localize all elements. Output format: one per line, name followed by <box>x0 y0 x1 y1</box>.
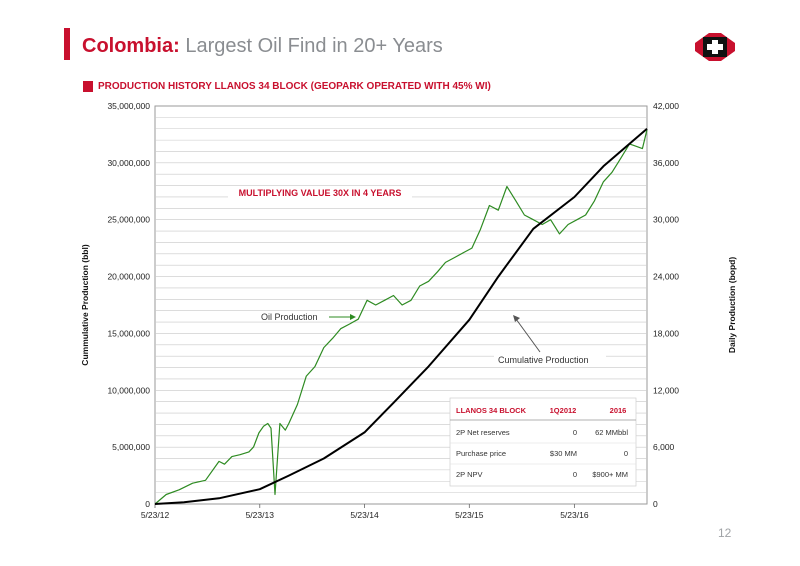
right-tick-label: 12,000 <box>653 385 679 395</box>
x-tick-label: 5/23/13 <box>246 510 275 520</box>
table-cell: $30 MM <box>550 449 577 458</box>
right-tick-label: 0 <box>653 499 658 509</box>
table-cell: $900+ MM <box>592 470 628 479</box>
left-tick-label: 15,000,000 <box>107 328 150 338</box>
left-axis-title: Cummulative Production (bbl) <box>80 244 90 366</box>
left-tick-label: 20,000,000 <box>107 272 150 282</box>
title-text: Largest Oil Find in 20+ Years <box>185 35 443 57</box>
table-cell: 0 <box>624 449 628 458</box>
table-cell: 0 <box>573 470 577 479</box>
chart-banner: MULTIPLYING VALUE 30X IN 4 YEARS <box>239 188 402 198</box>
right-tick-label: 30,000 <box>653 215 679 225</box>
left-tick-label: 30,000,000 <box>107 158 150 168</box>
chart-subtitle: PRODUCTION HISTORY LLANOS 34 BLOCK (GEOP… <box>98 81 491 92</box>
cum-label-background <box>494 353 606 366</box>
gridlines <box>155 117 647 493</box>
x-tick-label: 5/23/15 <box>455 510 484 520</box>
title-country: Colombia: <box>82 35 180 57</box>
subtitle-marker <box>83 81 93 92</box>
left-tick-label: 25,000,000 <box>107 215 150 225</box>
x-axis-ticks: 5/23/12 5/23/13 5/23/14 5/23/15 5/23/16 <box>141 504 589 520</box>
page-number: 12 <box>718 526 732 540</box>
right-tick-label: 36,000 <box>653 158 679 168</box>
oil-production-label: Oil Production <box>261 312 318 322</box>
valuation-table: LLANOS 34 BLOCK 1Q2012 2016 2P Net reser… <box>449 397 637 487</box>
left-tick-label: 10,000,000 <box>107 385 150 395</box>
page-title: Colombia: Largest Oil Find in 20+ Years <box>82 33 443 59</box>
table-header-2016: 2016 <box>610 406 627 415</box>
chart-series <box>154 127 648 505</box>
table-row-label: 2P Net reserves <box>456 428 510 437</box>
left-tick-label: 35,000,000 <box>107 101 150 111</box>
left-tick-label: 0 <box>145 499 150 509</box>
banner-background <box>228 186 412 200</box>
company-logo-icon <box>695 33 735 61</box>
right-tick-label: 24,000 <box>653 272 679 282</box>
oil-production-line <box>154 129 648 505</box>
table-header-1q2012: 1Q2012 <box>550 406 577 415</box>
cumulative-production-label: Cumulative Production <box>498 355 589 365</box>
table-cell: 62 MMbbl <box>595 428 628 437</box>
table-row-label: Purchase price <box>456 449 506 458</box>
table-background <box>449 397 637 487</box>
right-axis-ticks: 0 6,000 12,000 18,000 24,000 30,000 36,000 42,0… <box>653 101 679 509</box>
cumulative-arrow <box>515 318 541 353</box>
x-tick-label: 5/23/14 <box>350 510 379 520</box>
oil-arrow-head <box>350 314 356 320</box>
right-tick-label: 18,000 <box>653 328 679 338</box>
table-cell: 0 <box>573 428 577 437</box>
x-tick-label: 5/23/16 <box>560 510 589 520</box>
right-axis-title: Daily Production (bopd) <box>727 257 737 353</box>
table-row-label: 2P NPV <box>456 470 483 479</box>
x-tick-label: 5/23/12 <box>141 510 170 520</box>
cumulative-production-line <box>154 127 648 505</box>
cum-arrow-head <box>513 315 520 322</box>
title-accent-bar <box>64 28 70 60</box>
right-tick-label: 6,000 <box>653 442 675 452</box>
right-tick-label: 42,000 <box>653 101 679 111</box>
table-header-block: LLANOS 34 BLOCK <box>456 406 527 415</box>
left-axis-ticks: 0 5,000,000 10,000,000 15,000,000 20,000,000… <box>107 101 150 509</box>
left-tick-label: 5,000,000 <box>112 442 150 452</box>
